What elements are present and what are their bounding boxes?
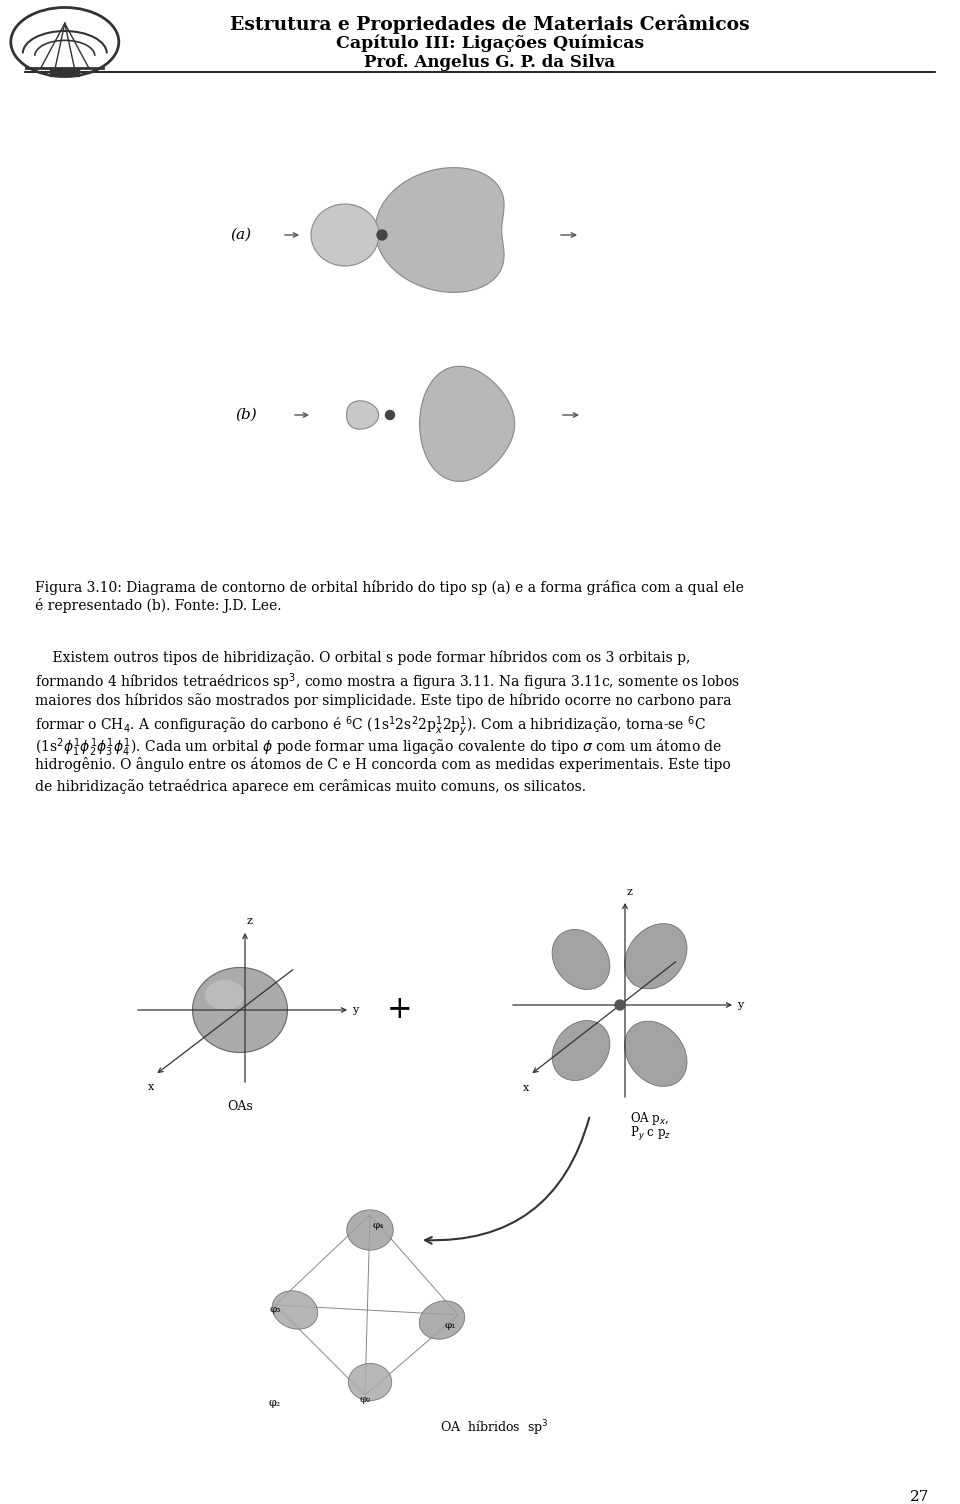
Polygon shape [375,167,504,292]
Ellipse shape [273,1290,318,1330]
Text: φ₂: φ₂ [269,1399,281,1408]
Text: (a): (a) [230,229,252,242]
Text: z: z [247,916,252,926]
Text: +: + [387,994,413,1026]
Circle shape [615,1000,625,1011]
Text: y: y [737,1000,743,1011]
Text: OA  híbridos  sp$^3$: OA híbridos sp$^3$ [440,1418,548,1438]
Text: Estrutura e Propriedades de Materiais Cerâmicos: Estrutura e Propriedades de Materiais Ce… [230,14,750,33]
Ellipse shape [420,1301,465,1339]
Text: (b): (b) [235,408,256,423]
Ellipse shape [347,1209,394,1250]
Ellipse shape [552,929,610,990]
Text: (1s$^2\phi_1^1\phi_2^1\phi_3^1\phi_4^1$). Cada um orbital $\phi$ pode formar uma: (1s$^2\phi_1^1\phi_2^1\phi_3^1\phi_4^1$)… [35,735,722,758]
Text: formar o CH$_4$. A configuração do carbono é $^6$C (1s$^1$2s$^2$2p$_x^1$2p$_y^1$: formar o CH$_4$. A configuração do carbo… [35,714,706,738]
Ellipse shape [625,923,687,990]
Text: z: z [627,887,633,896]
Text: Figura 3.10: Diagrama de contorno de orbital híbrido do tipo sp (a) e a forma gr: Figura 3.10: Diagrama de contorno de orb… [35,581,744,596]
Text: Existem outros tipos de hibridização. O orbital s pode formar híbridos com os 3 : Existem outros tipos de hibridização. O … [35,650,690,665]
Text: Prof. Angelus G. P. da Silva: Prof. Angelus G. P. da Silva [365,54,615,71]
Text: φ₃: φ₃ [270,1305,280,1314]
Ellipse shape [348,1364,392,1400]
Ellipse shape [625,1021,687,1086]
Text: φ₁: φ₁ [444,1321,456,1330]
Text: P$_y$ c p$_z$: P$_y$ c p$_z$ [630,1125,671,1143]
Text: φ₄: φ₄ [372,1221,384,1229]
Text: hidrogênio. O ângulo entre os átomos de C e H concorda com as medidas experiment: hidrogênio. O ângulo entre os átomos de … [35,758,731,773]
Text: x: x [523,1083,529,1093]
Text: y: y [352,1005,358,1015]
Text: de hibridização tetraédrica aparece em cerâmicas muito comuns, os silicatos.: de hibridização tetraédrica aparece em c… [35,779,586,794]
Text: maiores dos híbridos são mostrados por simplicidade. Este tipo de híbrido ocorre: maiores dos híbridos são mostrados por s… [35,693,732,708]
Text: Capítulo III: Ligações Químicas: Capítulo III: Ligações Químicas [336,35,644,51]
Text: OAs: OAs [228,1099,252,1113]
Ellipse shape [552,1021,610,1080]
Ellipse shape [311,205,379,266]
Bar [51,68,80,77]
Polygon shape [347,402,378,429]
Circle shape [377,230,387,241]
FancyArrowPatch shape [425,1117,589,1244]
Text: OA p$_x$,: OA p$_x$, [630,1110,669,1126]
Text: formando 4 híbridos tetraédricos sp$^{3}$, como mostra a figura 3.11. Na figura : formando 4 híbridos tetraédricos sp$^{3}… [35,671,740,693]
Text: x: x [148,1081,155,1092]
Text: 27: 27 [910,1490,929,1504]
Polygon shape [420,367,515,481]
Ellipse shape [205,981,245,1011]
Ellipse shape [193,967,287,1053]
Text: φ₂: φ₂ [359,1396,371,1405]
Text: é representado (b). Fonte: J.D. Lee.: é representado (b). Fonte: J.D. Lee. [35,599,281,614]
Circle shape [386,411,395,420]
